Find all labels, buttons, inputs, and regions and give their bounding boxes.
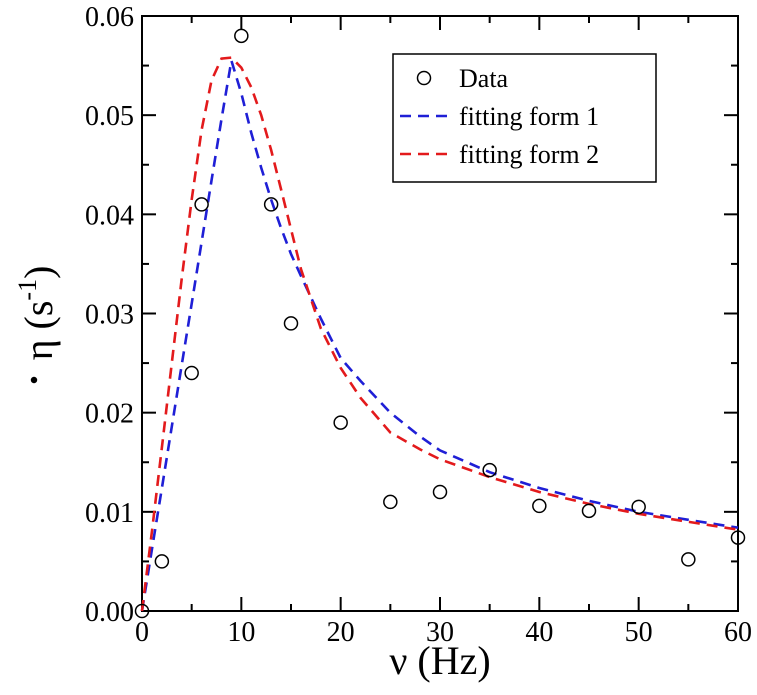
data-point (631, 499, 646, 515)
y-tick-label: 0.03 (85, 300, 134, 331)
data-point (333, 415, 348, 430)
data-point (383, 494, 398, 510)
data-point (184, 365, 199, 381)
data-point (194, 197, 209, 212)
legend-box (392, 53, 657, 183)
svg-text:η (s-1): η (s-1) (13, 266, 61, 361)
data-point (134, 603, 150, 619)
x-tick-label: 40 (525, 617, 553, 648)
y-axis-title: η (s-1) (13, 266, 61, 384)
y-tick-label: 0.00 (85, 597, 134, 628)
data-point (532, 498, 547, 514)
x-tick-label: 50 (625, 617, 653, 648)
legend: Data fitting form 1 fitting form 2 (392, 53, 657, 183)
x-tick-label: 60 (724, 617, 752, 648)
legend-items: Data fitting form 1 fitting form 2 (400, 64, 599, 169)
x-tick-label: 10 (227, 617, 255, 648)
data-point (283, 316, 299, 331)
y-tick-label: 0.04 (85, 200, 134, 231)
y-axis-title-exponent: -1 (13, 279, 42, 301)
data-point (263, 197, 279, 212)
series-line-fitting-form-1 (140, 60, 739, 612)
y-axis-title-dot (30, 376, 38, 384)
data-point (681, 552, 696, 567)
y-tick-label: 0.02 (85, 399, 134, 430)
y-axis-ticks: 0.00 0.01 0.02 0.03 0.04 0.05 0.06 (85, 2, 738, 628)
x-tick-label: 20 (327, 617, 355, 648)
series-layer (134, 28, 746, 619)
data-point (730, 530, 746, 545)
data-point (432, 484, 448, 500)
legend-marker (416, 70, 432, 86)
x-tick-label: 0 (135, 617, 149, 648)
x-axis-title: ν (Hz) (389, 638, 490, 683)
y-tick-label: 0.06 (85, 2, 134, 33)
legend-label: Data (459, 64, 509, 93)
data-point (234, 28, 249, 44)
x-axis-ticks: 0 10 20 30 40 50 60 (135, 16, 752, 648)
series-line-fitting-form-2 (140, 56, 739, 612)
y-tick-label: 0.05 (85, 101, 134, 132)
data-point (581, 503, 597, 519)
x-tick-label: 30 (426, 617, 454, 648)
legend-label: fitting form 2 (459, 140, 599, 169)
y-tick-label: 0.01 (85, 498, 134, 529)
y-axis-title-symbol: η (16, 339, 61, 360)
data-point (482, 462, 497, 478)
y-axis-title-unit-open: (s (16, 301, 61, 340)
data-point (154, 554, 170, 569)
legend-label: fitting form 1 (459, 102, 599, 131)
y-axis-title-unit-close: ) (16, 266, 61, 279)
